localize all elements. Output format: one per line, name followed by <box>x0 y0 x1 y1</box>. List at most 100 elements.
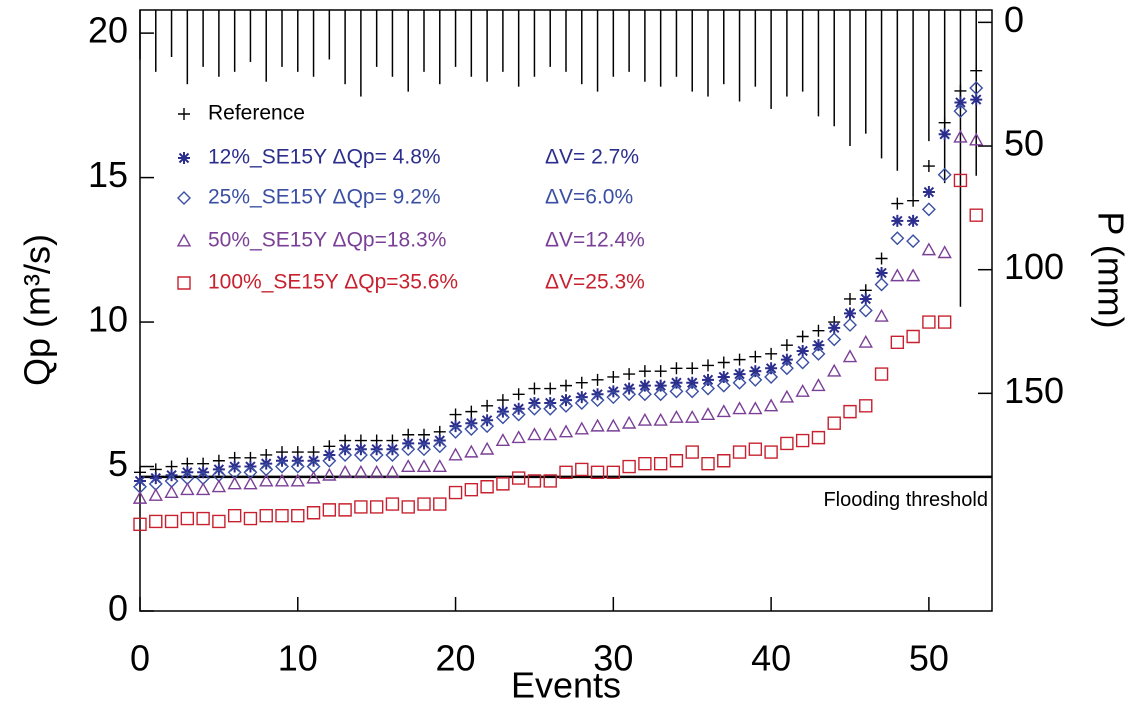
data-point <box>196 511 210 526</box>
data-point <box>748 442 763 456</box>
data-point <box>922 186 935 199</box>
data-point <box>843 404 857 419</box>
data-point <box>780 436 794 451</box>
data-point <box>953 129 968 143</box>
data-point <box>337 464 353 478</box>
data-point <box>622 387 637 402</box>
data-point <box>812 324 825 337</box>
data-point <box>732 401 747 415</box>
data-point <box>748 401 763 415</box>
data-point <box>685 445 699 459</box>
legend-marker <box>178 152 190 164</box>
data-point <box>338 447 353 462</box>
data-point <box>969 132 984 146</box>
legend-marker <box>176 233 192 247</box>
data-point <box>669 384 684 399</box>
x-tick-label: 40 <box>751 638 791 679</box>
data-point <box>544 382 557 395</box>
data-point <box>511 430 526 444</box>
data-point <box>638 379 651 392</box>
data-point <box>844 307 856 320</box>
data-point <box>164 514 179 529</box>
legend-label: Reference <box>208 102 305 125</box>
data-point <box>795 433 810 448</box>
data-point <box>274 473 290 487</box>
data-point <box>259 508 273 523</box>
data-point <box>448 485 463 500</box>
legend-label: 25%_SE15Y ΔQp= 9.2% <box>208 186 441 209</box>
data-point <box>575 376 588 389</box>
y-tick-label: 0 <box>108 588 128 629</box>
data-point <box>480 419 495 434</box>
data-point <box>921 242 937 256</box>
legend-marker <box>178 108 190 120</box>
threshold-label: Flooding threshold <box>823 489 988 511</box>
legend-label: 50%_SE15Y ΔQp=18.3% <box>208 229 446 252</box>
data-point <box>479 441 495 455</box>
data-point <box>906 234 921 249</box>
data-point <box>796 330 809 343</box>
data-point <box>669 454 684 468</box>
data-point <box>764 445 778 459</box>
data-point <box>858 334 873 348</box>
y-tick-label: 5 <box>108 443 128 484</box>
data-point <box>559 398 573 413</box>
data-point <box>954 84 967 97</box>
data-point <box>338 503 352 517</box>
data-point <box>591 373 604 386</box>
data-point <box>811 378 826 392</box>
data-point <box>133 517 147 532</box>
data-point <box>717 370 730 383</box>
data-point <box>449 408 462 421</box>
data-point <box>686 362 699 375</box>
data-point <box>464 421 479 436</box>
data-point <box>306 470 321 484</box>
data-point <box>685 384 700 399</box>
data-point <box>606 418 621 432</box>
data-point <box>322 453 337 468</box>
x-tick-label: 0 <box>130 638 150 679</box>
data-point <box>227 476 242 490</box>
data-point <box>527 474 542 488</box>
data-point <box>495 433 511 447</box>
y-tick-label: 15 <box>88 154 128 195</box>
data-point <box>575 462 589 477</box>
y-tick-label: 10 <box>88 299 128 340</box>
data-point <box>511 407 526 422</box>
data-point <box>970 64 983 77</box>
legend-dv: ΔV=6.0% <box>545 186 633 209</box>
data-point <box>670 362 683 375</box>
y2-axis-label: P (mm) <box>1090 211 1131 328</box>
data-point <box>700 407 716 421</box>
data-point <box>385 497 400 511</box>
x-tick-label: 20 <box>436 638 476 679</box>
data-point <box>495 410 510 425</box>
data-point <box>607 370 620 383</box>
data-point <box>528 382 541 395</box>
data-point <box>844 292 856 305</box>
data-point <box>922 160 935 173</box>
data-point <box>401 442 416 457</box>
data-point <box>369 500 384 514</box>
data-point <box>875 252 888 265</box>
data-point <box>212 514 226 529</box>
data-point <box>938 128 951 141</box>
data-point <box>764 369 779 384</box>
data-point <box>512 388 525 401</box>
data-point <box>779 389 795 403</box>
data-point <box>275 459 289 474</box>
data-point <box>623 368 636 381</box>
data-point <box>765 362 778 375</box>
data-point <box>574 421 589 435</box>
data-point <box>164 485 179 499</box>
data-point <box>890 268 905 282</box>
data-point <box>843 317 857 332</box>
data-point <box>905 268 921 282</box>
data-point <box>590 393 605 408</box>
data-point <box>621 415 637 429</box>
data-point <box>969 81 984 96</box>
data-point <box>701 456 715 471</box>
data-point <box>669 409 684 423</box>
data-point <box>937 245 952 259</box>
